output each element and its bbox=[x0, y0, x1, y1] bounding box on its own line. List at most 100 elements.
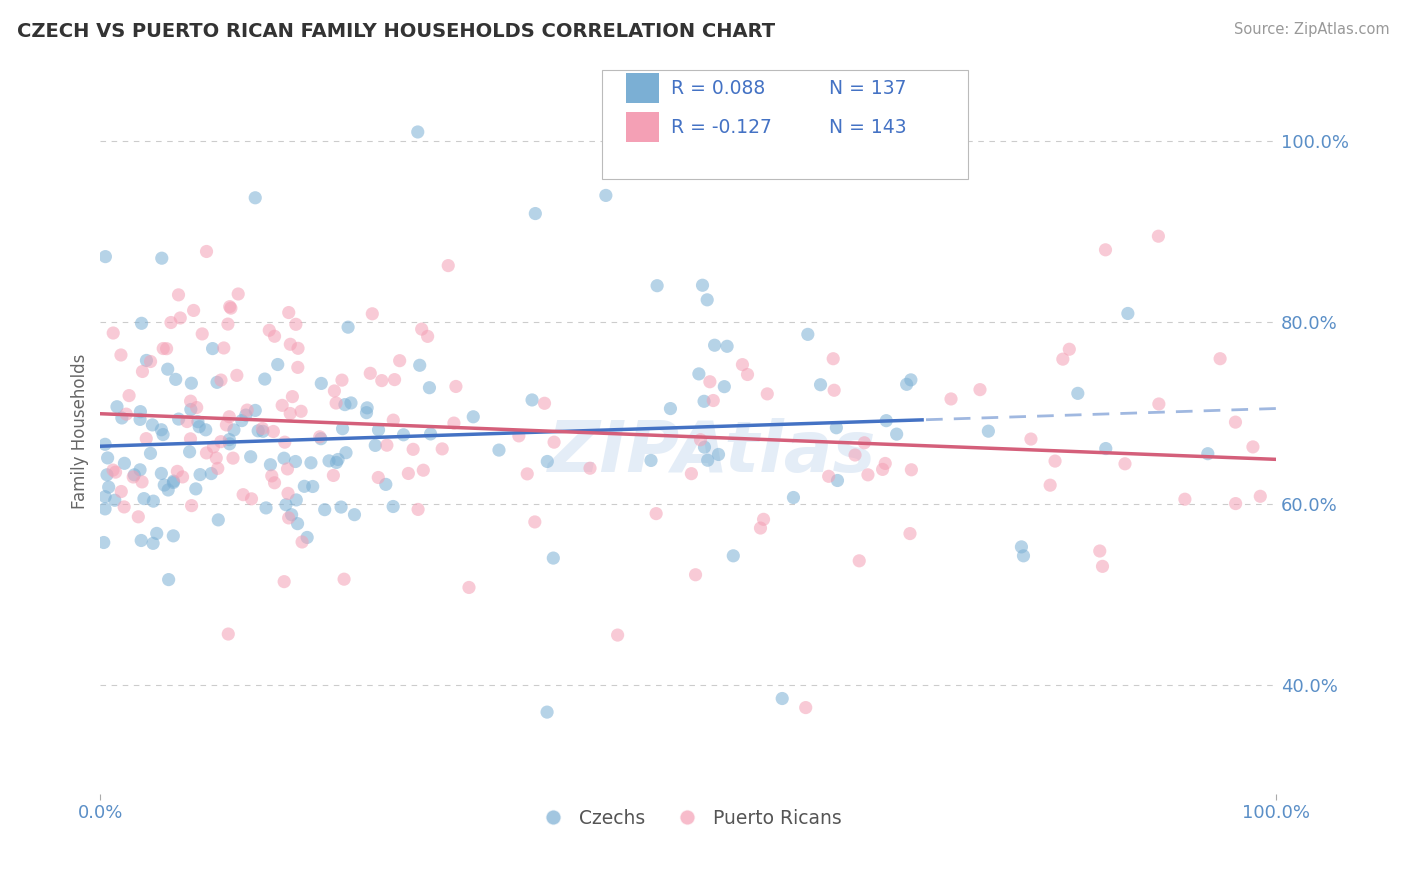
Point bbox=[1114, 457, 1136, 471]
Point bbox=[737, 368, 759, 382]
Point bbox=[853, 435, 876, 450]
Point bbox=[523, 515, 546, 529]
Point bbox=[332, 422, 354, 436]
Point bbox=[200, 467, 222, 481]
Point bbox=[180, 499, 202, 513]
Point bbox=[375, 438, 398, 452]
Point bbox=[1059, 343, 1081, 357]
Point bbox=[167, 288, 190, 302]
Point bbox=[205, 450, 228, 465]
Point bbox=[731, 358, 754, 372]
Point bbox=[533, 396, 555, 410]
Point bbox=[183, 303, 205, 318]
Point bbox=[169, 310, 191, 325]
Point bbox=[1039, 478, 1062, 492]
Point bbox=[367, 423, 389, 437]
Point bbox=[226, 287, 249, 301]
Point bbox=[145, 526, 167, 541]
Point bbox=[364, 438, 387, 452]
Point bbox=[823, 384, 845, 398]
Point bbox=[287, 341, 309, 355]
Point bbox=[118, 388, 141, 402]
Point bbox=[707, 447, 730, 461]
Point bbox=[384, 373, 406, 387]
Point bbox=[115, 407, 138, 421]
Point bbox=[412, 463, 434, 477]
Point bbox=[335, 446, 357, 460]
Point bbox=[330, 373, 353, 387]
Point bbox=[827, 474, 849, 488]
Point bbox=[749, 521, 772, 535]
Point bbox=[797, 327, 820, 342]
Point bbox=[139, 354, 162, 368]
Point bbox=[156, 362, 179, 376]
Point bbox=[218, 300, 240, 314]
Point bbox=[659, 401, 682, 416]
Point bbox=[260, 469, 283, 483]
Point bbox=[1174, 492, 1197, 507]
Point bbox=[127, 509, 149, 524]
Point bbox=[273, 451, 295, 466]
Point bbox=[396, 467, 419, 481]
Point bbox=[103, 326, 125, 340]
Point bbox=[844, 448, 866, 462]
Point bbox=[463, 409, 485, 424]
Point bbox=[129, 463, 152, 477]
Text: N = 137: N = 137 bbox=[830, 78, 907, 97]
Point bbox=[187, 415, 209, 429]
Point bbox=[409, 359, 432, 373]
Point bbox=[284, 318, 307, 332]
Point bbox=[167, 412, 190, 426]
Point bbox=[1197, 447, 1219, 461]
Point bbox=[232, 488, 254, 502]
Point bbox=[301, 479, 323, 493]
Point bbox=[180, 376, 202, 391]
Point bbox=[201, 342, 224, 356]
Point bbox=[287, 360, 309, 375]
Point bbox=[520, 392, 543, 407]
Point bbox=[110, 348, 132, 362]
Point bbox=[122, 470, 145, 484]
Point bbox=[101, 463, 124, 477]
Point bbox=[179, 445, 201, 459]
Point bbox=[236, 403, 259, 417]
Point bbox=[176, 415, 198, 429]
Point bbox=[271, 398, 294, 412]
Point bbox=[1052, 352, 1074, 367]
Point bbox=[280, 508, 302, 522]
Point bbox=[276, 462, 298, 476]
Point bbox=[689, 433, 711, 447]
Point bbox=[191, 326, 214, 341]
Point bbox=[406, 125, 429, 139]
Point bbox=[696, 453, 718, 467]
Point bbox=[194, 423, 217, 437]
Y-axis label: Family Households: Family Households bbox=[72, 353, 89, 508]
Point bbox=[356, 401, 378, 415]
Point bbox=[180, 402, 202, 417]
Point bbox=[309, 432, 332, 446]
Point bbox=[323, 384, 346, 398]
Point bbox=[104, 465, 127, 479]
Point bbox=[896, 377, 918, 392]
Point bbox=[703, 338, 725, 352]
Point bbox=[794, 700, 817, 714]
Point bbox=[875, 414, 897, 428]
Point bbox=[543, 435, 565, 450]
Point bbox=[685, 567, 707, 582]
Point bbox=[848, 554, 870, 568]
Point bbox=[382, 500, 405, 514]
Point bbox=[1249, 489, 1271, 503]
Bar bbox=[626, 73, 659, 103]
Point bbox=[1225, 415, 1247, 429]
Point bbox=[543, 551, 565, 566]
Point bbox=[524, 206, 547, 220]
Point bbox=[94, 437, 117, 451]
Point bbox=[516, 467, 538, 481]
Point bbox=[225, 368, 247, 383]
Point bbox=[337, 320, 360, 334]
Point bbox=[371, 374, 394, 388]
Point bbox=[292, 479, 315, 493]
Point bbox=[900, 463, 922, 477]
Point bbox=[155, 342, 177, 356]
Point bbox=[219, 301, 242, 315]
